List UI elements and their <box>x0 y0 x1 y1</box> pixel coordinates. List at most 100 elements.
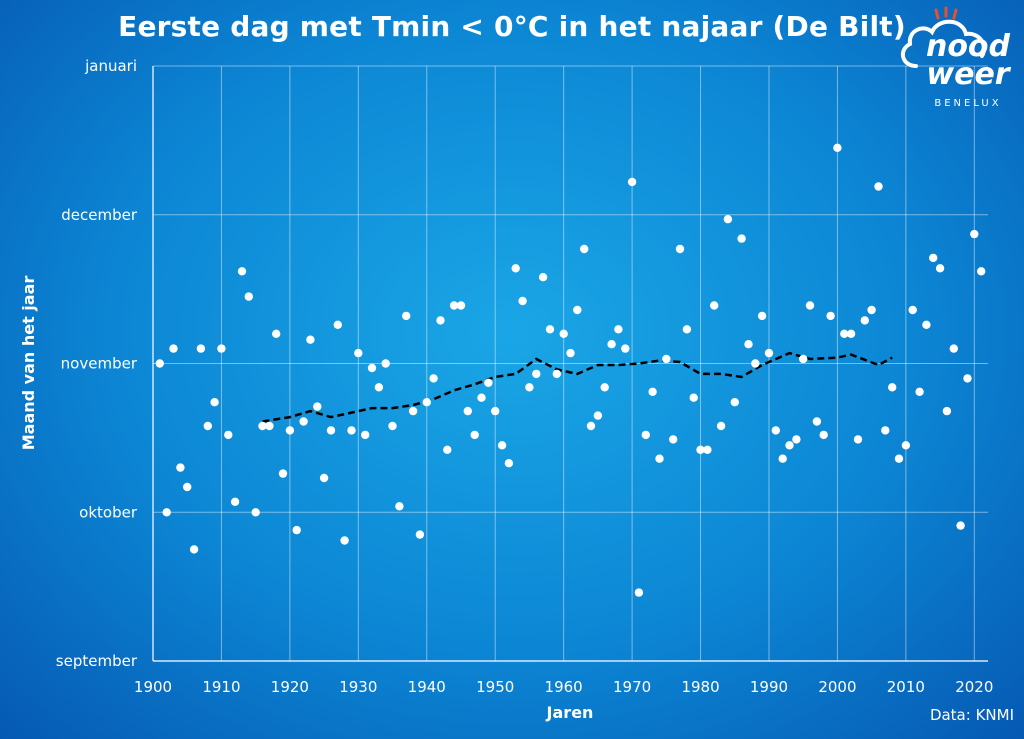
data-point <box>422 398 431 407</box>
data-point <box>634 588 644 597</box>
data-point <box>894 454 904 463</box>
y-tick-label: oktober <box>79 503 138 521</box>
data-point <box>675 244 685 254</box>
data-point <box>518 296 527 306</box>
x-tick-label: 1950 <box>476 678 514 696</box>
data-point <box>751 359 760 368</box>
data-point <box>224 430 233 440</box>
data-point <box>799 354 808 364</box>
data-point <box>716 421 726 431</box>
data-point <box>278 469 288 478</box>
data-point <box>340 536 349 545</box>
data-point <box>881 426 890 435</box>
x-tick-label: 1940 <box>408 678 446 696</box>
data-point <box>867 305 876 315</box>
data-point <box>491 406 500 416</box>
data-point <box>956 521 965 530</box>
logo-text-line3: BENELUX <box>934 98 1002 109</box>
data-point <box>963 374 972 383</box>
trend-line-layer <box>262 351 893 423</box>
data-point <box>935 264 945 273</box>
x-tick-label: 2020 <box>955 678 993 696</box>
grid <box>152 65 988 662</box>
data-point <box>463 406 472 416</box>
data-point <box>456 301 466 310</box>
data-point <box>230 497 240 506</box>
data-point <box>970 229 979 239</box>
data-point <box>778 454 787 463</box>
data-point <box>251 508 260 517</box>
data-point <box>949 344 958 353</box>
data-point <box>169 344 178 353</box>
data-point <box>662 354 671 364</box>
x-tick-label: 1930 <box>339 678 377 696</box>
data-point <box>710 301 719 310</box>
data-point <box>183 482 192 492</box>
data-point <box>552 369 561 379</box>
data-point <box>203 421 212 431</box>
data-point <box>306 335 315 344</box>
data-point <box>265 421 274 431</box>
data-point <box>819 430 828 440</box>
y-tick-label: januari <box>84 57 137 75</box>
x-tick-label: 1920 <box>271 678 309 696</box>
data-point <box>785 441 794 450</box>
data-point <box>395 502 404 511</box>
data-point <box>367 363 377 373</box>
data-point <box>402 311 411 321</box>
data-point <box>408 406 418 416</box>
data-point <box>210 398 219 407</box>
data-point <box>162 508 171 517</box>
data-point <box>388 421 397 431</box>
data-point <box>196 344 206 353</box>
data-point <box>272 329 281 338</box>
data-point <box>874 182 883 191</box>
data-point <box>764 348 774 358</box>
chart-title: Eerste dag met Tmin < 0°C in het najaar … <box>118 10 906 43</box>
data-point <box>846 329 856 338</box>
data-point <box>477 393 486 402</box>
data-point <box>566 348 575 358</box>
data-point <box>655 454 664 463</box>
data-point <box>929 253 938 263</box>
data-point <box>415 530 425 539</box>
data-point <box>915 387 924 396</box>
data-point <box>189 545 199 554</box>
data-point <box>559 329 568 338</box>
data-point <box>347 426 356 435</box>
data-point <box>942 406 952 416</box>
data-point <box>614 325 623 334</box>
data-point <box>648 387 657 396</box>
data-point <box>497 441 507 450</box>
data-point <box>484 378 493 387</box>
data-point <box>853 435 863 444</box>
data-point <box>573 305 582 315</box>
axes <box>152 66 988 662</box>
data-point <box>525 383 534 392</box>
data-source: Data: KNMI <box>929 706 1014 724</box>
data-point <box>258 421 267 431</box>
data-point <box>723 215 733 224</box>
data-point <box>449 301 459 310</box>
data-point <box>607 340 616 349</box>
data-point <box>833 143 842 152</box>
data-point <box>908 305 917 315</box>
data-point <box>532 369 541 379</box>
data-point <box>600 383 609 392</box>
trend-line <box>262 351 893 423</box>
data-point <box>374 383 384 392</box>
x-tick-labels: 1900 1910 1920 1930 1940 1950 1960 1970 1980 1990… <box>134 678 993 696</box>
data-point <box>977 267 986 276</box>
data-point <box>730 398 739 407</box>
x-tick-label: 1980 <box>681 678 719 696</box>
y-axis-label: Maand van het jaar <box>19 276 38 451</box>
data-point <box>354 348 363 358</box>
data-point <box>313 402 322 411</box>
data-point <box>580 244 589 254</box>
data-point <box>429 374 438 383</box>
data-point <box>840 329 849 338</box>
cloud-icon <box>900 6 986 68</box>
logo-text-line2: weer <box>926 57 1010 92</box>
data-point <box>470 430 479 440</box>
